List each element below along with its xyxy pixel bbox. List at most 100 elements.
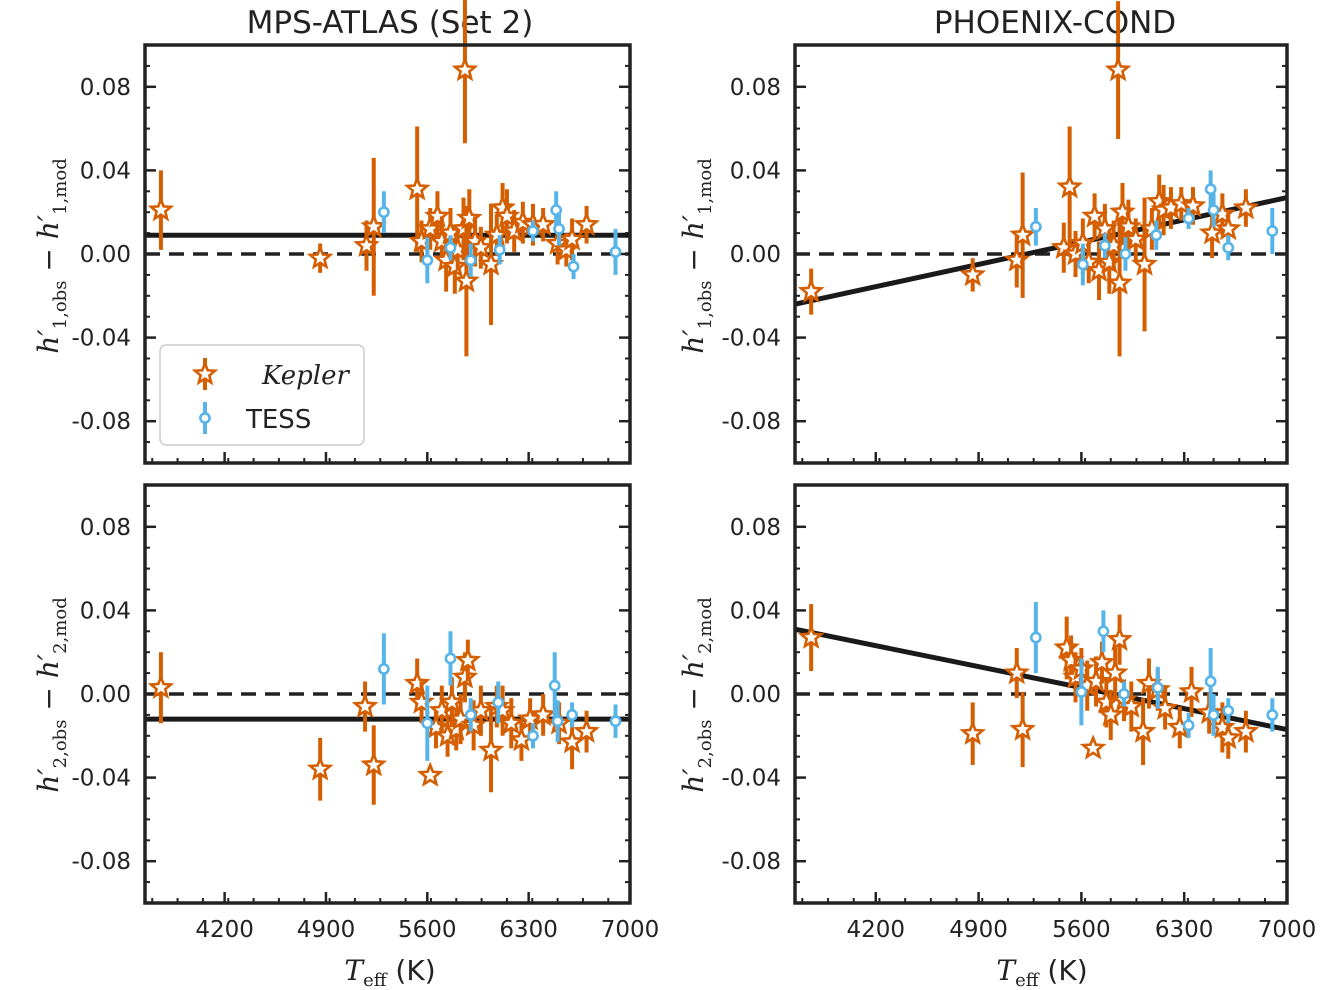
kepler-point bbox=[959, 260, 987, 287]
tess-point bbox=[444, 652, 457, 665]
y-tick-label: 0.04 bbox=[730, 598, 781, 624]
kepler-point bbox=[1179, 191, 1207, 218]
kepler-point bbox=[1104, 56, 1132, 82]
kepler-point bbox=[1106, 625, 1133, 651]
axes-frame bbox=[793, 43, 1289, 465]
y-tick-label: 0.00 bbox=[80, 242, 131, 268]
tess-point bbox=[1266, 709, 1279, 721]
tess-point bbox=[492, 696, 505, 709]
tess-point bbox=[1029, 631, 1042, 644]
legend-tess-label: TESS bbox=[245, 405, 311, 435]
tess-point bbox=[1119, 248, 1132, 260]
ylabel-top-right: h′1,obs − h′1,mod bbox=[677, 158, 716, 353]
tess-point bbox=[1151, 681, 1164, 694]
x-tick-label: 4200 bbox=[195, 917, 254, 943]
y-tick-label: -0.04 bbox=[71, 766, 131, 792]
tess-point bbox=[1075, 686, 1088, 698]
tess-point bbox=[377, 206, 390, 219]
tess-point bbox=[527, 225, 539, 237]
x-tick-label: 5600 bbox=[398, 917, 457, 943]
kepler-point bbox=[147, 673, 175, 700]
tess-point bbox=[609, 246, 622, 258]
tess-point bbox=[1097, 625, 1110, 638]
tess-point bbox=[553, 223, 565, 235]
kepler-point bbox=[1214, 723, 1242, 750]
panel-bottom-right: 0.08 0.04 0.00 -0.04 -0.08 4200 4900 5600 6300 70… bbox=[721, 483, 1316, 943]
xlabel-right: Teff (K) bbox=[996, 954, 1087, 990]
x-tick-label: 4900 bbox=[949, 917, 1008, 943]
tess-point bbox=[1207, 709, 1220, 721]
kepler-point bbox=[1131, 250, 1158, 276]
kepler-point bbox=[306, 755, 334, 781]
x-tick-label: 4900 bbox=[297, 917, 356, 943]
y-tick-label: 0.00 bbox=[730, 242, 781, 268]
y-tick-label: -0.08 bbox=[721, 409, 781, 435]
fit-line bbox=[794, 195, 1288, 307]
kepler-point bbox=[403, 175, 431, 201]
kepler-point bbox=[1081, 202, 1108, 228]
y-tick-label: -0.08 bbox=[71, 849, 131, 875]
panel-bottom-left: 0.08 0.04 0.00 -0.04 -0.08 4200 4900 5600 6300 70… bbox=[71, 483, 660, 943]
tess-point bbox=[1150, 229, 1163, 242]
kepler-point bbox=[467, 233, 495, 260]
x-tick-label: 7000 bbox=[601, 917, 660, 943]
kepler-point bbox=[477, 736, 505, 762]
y-tick-label: -0.04 bbox=[721, 766, 781, 792]
tess-point bbox=[527, 729, 539, 742]
tess-point bbox=[421, 717, 434, 730]
title-right: PHOENIX-COND bbox=[934, 5, 1176, 41]
tess-point bbox=[1204, 675, 1217, 688]
tess-point bbox=[377, 663, 390, 675]
tess-point bbox=[1182, 719, 1195, 732]
y-tick-label: 0.04 bbox=[730, 158, 781, 184]
tess-point bbox=[1222, 241, 1235, 254]
kepler-point bbox=[797, 277, 825, 303]
svg-text:h′1,obs − h′1,mod: h′1,obs − h′1,mod bbox=[677, 158, 716, 353]
x-tick-label: 6300 bbox=[1155, 917, 1214, 943]
tess-point bbox=[609, 715, 622, 728]
kepler-point bbox=[1095, 248, 1123, 274]
y-tick-label: 0.04 bbox=[80, 158, 131, 184]
tess-point bbox=[548, 679, 561, 692]
axes-frame bbox=[143, 43, 632, 465]
kepler-point bbox=[1093, 688, 1120, 714]
tess-point bbox=[567, 260, 580, 273]
kepler-point bbox=[467, 696, 495, 723]
kepler-point bbox=[451, 663, 479, 689]
kepler-point bbox=[1214, 214, 1242, 241]
kepler-point bbox=[1101, 659, 1129, 685]
kepler-point bbox=[360, 751, 388, 777]
kepler-point bbox=[1053, 634, 1081, 660]
y-tick-label: -0.08 bbox=[721, 849, 781, 875]
tess-point bbox=[421, 254, 434, 267]
x-tick-label: 6300 bbox=[499, 917, 558, 943]
y-tick-label: 0.08 bbox=[730, 515, 781, 541]
kepler-point bbox=[441, 252, 469, 278]
kepler-point bbox=[573, 210, 600, 237]
kepler-point bbox=[1097, 700, 1125, 727]
kepler-point bbox=[1003, 659, 1031, 685]
kepler-point bbox=[453, 267, 480, 293]
kepler-point bbox=[1198, 219, 1226, 245]
kepler-point bbox=[1009, 715, 1036, 741]
ylabel-bottom-right: h′2,obs − h′2,mod bbox=[677, 597, 716, 792]
tess-point bbox=[1098, 239, 1111, 252]
kepler-point bbox=[1129, 717, 1157, 743]
kepler-point bbox=[1232, 194, 1260, 220]
kepler-point bbox=[306, 244, 334, 270]
axes-frame bbox=[793, 483, 1289, 905]
y-tick-label: -0.04 bbox=[721, 326, 781, 352]
kepler-point bbox=[455, 204, 483, 230]
kepler-point bbox=[1079, 734, 1107, 760]
kepler-point bbox=[497, 709, 525, 735]
y-tick-label: -0.08 bbox=[71, 409, 131, 435]
y-tick-label: 0.08 bbox=[80, 515, 131, 541]
kepler-point bbox=[959, 719, 987, 746]
tess-point bbox=[1118, 688, 1130, 700]
svg-text:h′2,obs − h′2,mod: h′2,obs − h′2,mod bbox=[677, 597, 716, 792]
tess-point bbox=[1207, 204, 1220, 217]
legend-kepler-star bbox=[191, 359, 219, 386]
svg-text:h′1,obs − h′1,mod: h′1,obs − h′1,mod bbox=[32, 158, 71, 353]
y-tick-label: 0.08 bbox=[730, 75, 781, 101]
